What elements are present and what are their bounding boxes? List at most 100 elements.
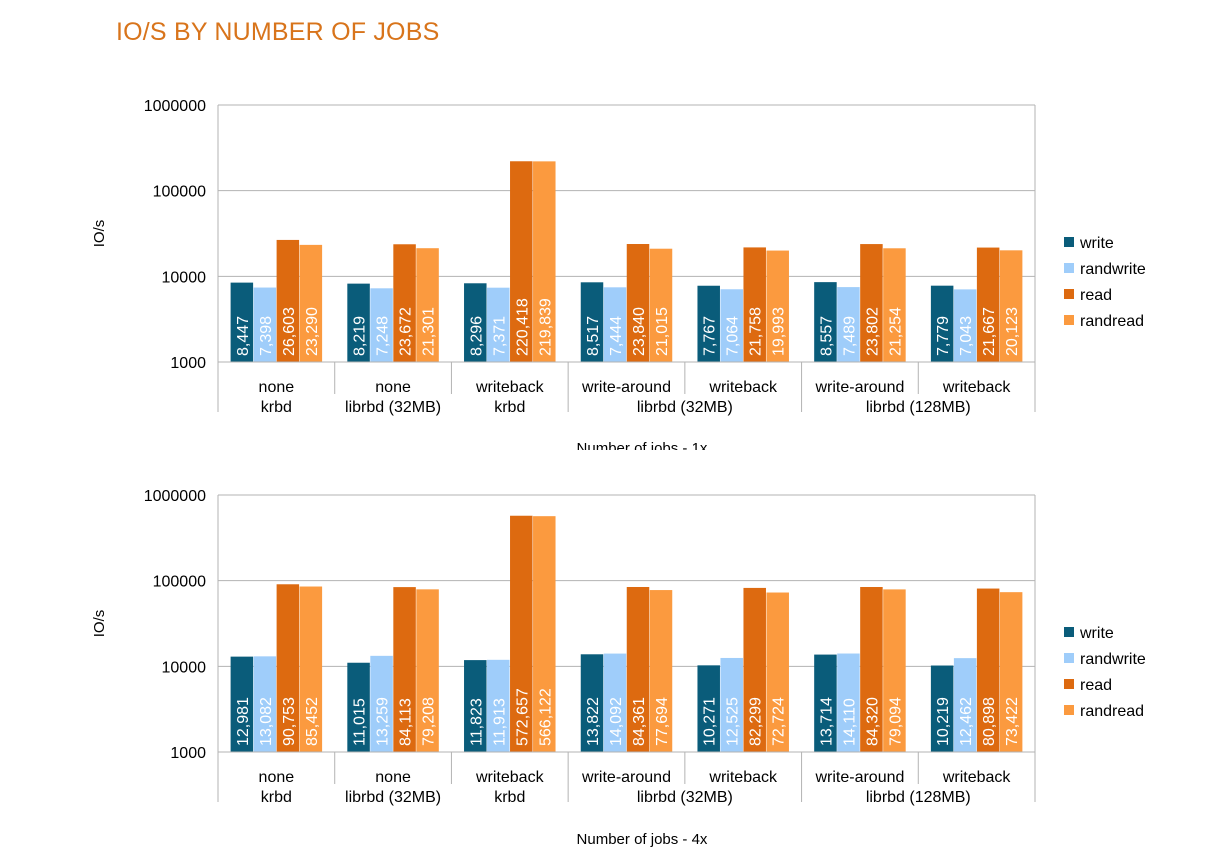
bar-randread — [766, 592, 789, 752]
bar-randwrite — [720, 657, 743, 752]
data-label-read: 82,299 — [748, 697, 765, 746]
category-label: none — [375, 379, 411, 396]
category-group-label: krbd — [494, 789, 525, 806]
category-group-label: librbd (32MB) — [637, 789, 733, 806]
bar-read — [743, 247, 766, 362]
bar-read — [860, 244, 883, 362]
data-label-randread: 23,290 — [304, 307, 321, 356]
bar-write — [814, 654, 837, 752]
y-tick-label: 1000 — [170, 745, 206, 762]
bar-randread — [999, 250, 1023, 362]
y-tick-label: 1000 — [170, 355, 206, 372]
data-label-write: 8,296 — [468, 316, 485, 356]
y-tick-label: 10000 — [162, 269, 207, 286]
data-label-read: 220,418 — [514, 298, 531, 356]
y-tick-label: 100000 — [153, 574, 206, 591]
data-label-randread: 21,254 — [887, 307, 904, 356]
legend-swatch-randwrite — [1064, 263, 1074, 273]
legend-label-write: write — [1079, 235, 1114, 252]
bar-randwrite — [837, 653, 860, 752]
category-group-label: librbd (128MB) — [866, 789, 971, 806]
legend-swatch-read — [1064, 289, 1074, 299]
data-label-write: 10,271 — [702, 697, 719, 746]
data-label-write: 8,219 — [352, 316, 369, 356]
data-label-randwrite: 12,462 — [958, 697, 975, 746]
bar-write — [580, 654, 604, 752]
data-label-randread: 19,993 — [771, 307, 788, 356]
bar-randread — [649, 248, 673, 362]
bar-read — [626, 586, 650, 752]
bar-randwrite — [253, 656, 277, 752]
bar-randread — [883, 248, 906, 362]
bar-randwrite — [603, 287, 627, 362]
category-label: write-around — [581, 379, 671, 396]
category-group-label: krbd — [261, 399, 292, 416]
category-label: none — [259, 379, 295, 396]
data-label-write: 8,557 — [818, 316, 835, 356]
bar-randwrite — [370, 288, 393, 362]
bar-randwrite — [487, 659, 510, 752]
bar-write — [347, 283, 370, 362]
legend-swatch-randwrite — [1064, 653, 1074, 663]
data-label-read: 84,361 — [631, 697, 648, 746]
y-axis-title: IO/s — [91, 610, 108, 638]
data-label-read: 21,758 — [748, 307, 765, 356]
category-label: write-around — [814, 379, 904, 396]
bar-read — [860, 587, 883, 752]
category-group-label: librbd (128MB) — [866, 399, 971, 416]
bar-write — [464, 660, 487, 752]
bar-write — [464, 283, 487, 362]
bar-write — [814, 282, 837, 362]
legend-swatch-randread — [1064, 705, 1074, 715]
bar-randwrite — [603, 653, 627, 752]
bar-write — [930, 285, 954, 362]
bar-read — [276, 584, 300, 752]
data-label-randread: 72,724 — [771, 697, 788, 746]
data-label-read: 572,657 — [514, 688, 531, 746]
bar-randread — [299, 244, 323, 362]
page-title: IO/S BY NUMBER OF JOBS — [116, 18, 440, 46]
category-label: write-around — [814, 769, 904, 786]
bar-randread — [883, 589, 906, 752]
data-label-write: 12,981 — [235, 697, 252, 746]
bar-randwrite — [720, 289, 743, 362]
bar-randwrite — [487, 287, 510, 362]
category-group-label: krbd — [494, 399, 525, 416]
y-tick-label: 100000 — [153, 184, 206, 201]
chart-jobs-1x: 1000 10000 100000 1000000 8,447 8,219 8,296 8,5… — [91, 98, 1146, 450]
data-label-randwrite: 12,525 — [725, 697, 742, 746]
data-label-randread: 21,015 — [654, 307, 671, 356]
bar-randread — [766, 250, 789, 362]
data-label-randread: 73,422 — [1004, 697, 1021, 746]
bar-read — [743, 587, 766, 752]
legend-label-write: write — [1079, 625, 1114, 642]
category-label: writeback — [708, 379, 778, 396]
data-label-write: 11,823 — [468, 698, 485, 746]
data-label-randread: 21,301 — [421, 307, 438, 356]
data-label-randread: 20,123 — [1004, 307, 1021, 356]
category-group-label: librbd (32MB) — [345, 399, 441, 416]
data-label-read: 26,603 — [281, 307, 298, 356]
chart-jobs-4x: 1000 10000 100000 1000000 12,981 11,015 11,823… — [91, 488, 1146, 848]
bar-read — [393, 244, 416, 362]
data-label-randwrite: 7,043 — [958, 316, 975, 356]
category-label: none — [259, 769, 295, 786]
data-label-randwrite: 13,259 — [375, 697, 392, 746]
data-label-read: 23,672 — [398, 307, 415, 356]
data-label-randread: 566,122 — [537, 688, 554, 746]
y-tick-label: 10000 — [162, 659, 207, 676]
bar-randwrite — [253, 287, 277, 362]
bar-write — [697, 665, 720, 752]
legend-label-read: read — [1080, 287, 1112, 304]
bar-write — [697, 285, 720, 362]
bar-read — [276, 239, 300, 362]
bar-write — [930, 665, 954, 752]
bar-read — [510, 161, 533, 362]
data-label-randread: 79,208 — [421, 697, 438, 746]
data-label-read: 21,667 — [981, 307, 998, 356]
data-label-randwrite: 7,489 — [841, 316, 858, 356]
bar-write — [230, 656, 254, 752]
data-label-randwrite: 7,398 — [258, 316, 275, 356]
data-label-randwrite: 7,444 — [608, 316, 625, 356]
legend-swatch-randread — [1064, 315, 1074, 325]
